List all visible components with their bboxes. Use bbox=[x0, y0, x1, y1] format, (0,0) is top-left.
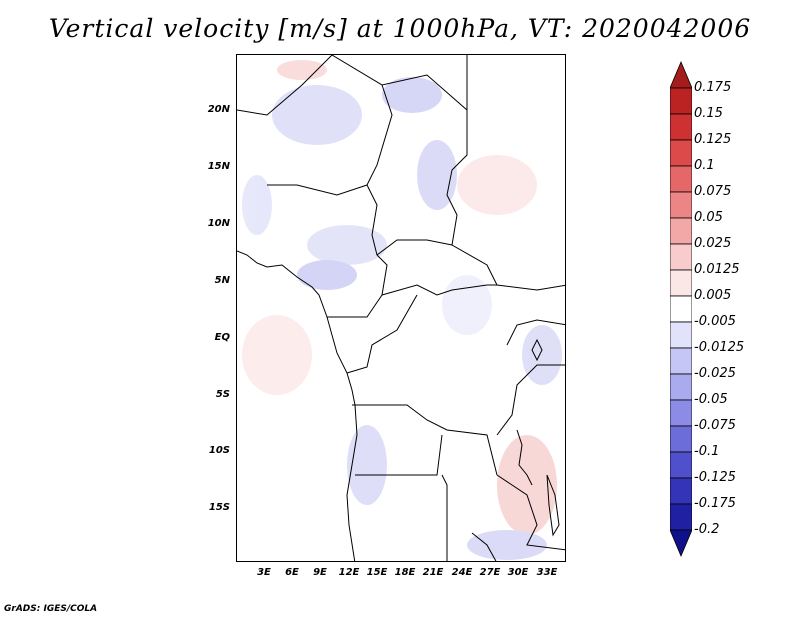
colorbar-label: 0.075 bbox=[694, 184, 732, 199]
colorbar-label: -0.0125 bbox=[694, 340, 745, 355]
map-panel bbox=[236, 54, 566, 562]
colorbar-segment bbox=[670, 503, 692, 531]
lon-label-6e: 6E bbox=[285, 567, 299, 578]
lat-label-15n: 15N bbox=[207, 161, 230, 172]
field-blob bbox=[242, 315, 312, 395]
colorbar-segment bbox=[670, 373, 692, 401]
lat-label-10s: 10S bbox=[208, 445, 230, 456]
field-blob bbox=[467, 530, 547, 560]
border-line bbox=[381, 284, 497, 296]
colorbar-label: 0.125 bbox=[694, 132, 732, 147]
colorbar bbox=[670, 60, 692, 558]
lat-label-20n: 20N bbox=[207, 104, 230, 115]
colorbar-segment bbox=[670, 269, 692, 297]
border-line bbox=[506, 319, 565, 346]
colorbar-segment bbox=[670, 113, 692, 141]
colorbar-label: -0.005 bbox=[694, 314, 736, 329]
border-line bbox=[331, 55, 468, 112]
field-blob bbox=[272, 85, 362, 145]
border-line bbox=[237, 55, 333, 116]
field-blob bbox=[442, 275, 492, 335]
border-line bbox=[346, 294, 418, 374]
colorbar-segment bbox=[670, 191, 692, 219]
lake-line bbox=[531, 338, 543, 362]
lon-label-9e: 9E bbox=[313, 567, 327, 578]
colorbar-segment bbox=[670, 243, 692, 271]
border-line bbox=[355, 434, 443, 476]
colorbar-top-triangle bbox=[670, 60, 692, 89]
lat-label-5n: 5N bbox=[214, 275, 230, 286]
lat-label-5s: 5S bbox=[215, 389, 230, 400]
coastline-west bbox=[237, 250, 358, 561]
lat-label-15s: 15S bbox=[208, 502, 230, 513]
lon-label-24e: 24E bbox=[451, 567, 473, 578]
lon-label-30e: 30E bbox=[507, 567, 529, 578]
field-blob bbox=[242, 175, 272, 235]
colorbar-segment bbox=[670, 87, 692, 115]
colorbar-segment bbox=[670, 451, 692, 479]
colorbar-label: 0.1 bbox=[694, 158, 715, 173]
map-svg bbox=[237, 55, 565, 561]
colorbar-label: -0.125 bbox=[694, 470, 736, 485]
map-borders bbox=[237, 55, 565, 561]
lon-label-3e: 3E bbox=[257, 567, 271, 578]
colorbar-segment bbox=[670, 139, 692, 167]
border-line bbox=[441, 474, 448, 561]
field-blob bbox=[497, 435, 557, 535]
border-line bbox=[267, 184, 368, 196]
lon-label-33e: 33E bbox=[536, 567, 558, 578]
colorbar-label: -0.175 bbox=[694, 496, 736, 511]
colorbar-segment bbox=[670, 425, 692, 453]
border-line bbox=[496, 474, 565, 551]
field-blob bbox=[297, 260, 357, 290]
lon-label-12e: 12E bbox=[338, 567, 360, 578]
field-blob bbox=[382, 77, 442, 113]
colorbar-label: -0.075 bbox=[694, 418, 736, 433]
lon-label-21e: 21E bbox=[422, 567, 444, 578]
colorbar-label: 0.175 bbox=[694, 80, 732, 95]
colorbar-segment bbox=[670, 321, 692, 349]
chart-title: Vertical velocity [m/s] at 1000hPa, VT: … bbox=[48, 14, 752, 43]
field-blob bbox=[307, 225, 387, 265]
border-line bbox=[471, 532, 497, 561]
field-blob bbox=[457, 155, 537, 215]
colorbar-label: 0.0125 bbox=[694, 262, 740, 277]
lon-label-18e: 18E bbox=[394, 567, 416, 578]
lake-line bbox=[546, 474, 560, 537]
field-blob bbox=[277, 60, 327, 80]
colorbar-label: -0.2 bbox=[694, 522, 720, 537]
colorbar-label: -0.025 bbox=[694, 366, 736, 381]
colorbar-bottom-triangle bbox=[670, 529, 692, 558]
colorbar-segment bbox=[670, 217, 692, 245]
field-blob bbox=[347, 425, 387, 505]
lat-label-eq: EQ bbox=[214, 332, 230, 343]
velocity-field bbox=[242, 60, 562, 560]
border-line bbox=[376, 239, 453, 256]
colorbar-segment bbox=[670, 477, 692, 505]
colorbar-label: 0.025 bbox=[694, 236, 732, 251]
field-blob bbox=[522, 325, 562, 385]
border-line bbox=[496, 364, 565, 436]
colorbar-label: 0.15 bbox=[694, 106, 723, 121]
colorbar-segment bbox=[670, 347, 692, 375]
border-line bbox=[352, 404, 498, 476]
colorbar-label: -0.1 bbox=[694, 444, 720, 459]
colorbar-label: -0.05 bbox=[694, 392, 728, 407]
colorbar-segment bbox=[670, 165, 692, 193]
lon-label-15e: 15E bbox=[366, 567, 388, 578]
grads-credit: GrADS: IGES/COLA bbox=[4, 604, 98, 614]
lon-label-27e: 27E bbox=[479, 567, 501, 578]
lat-label-10n: 10N bbox=[207, 218, 230, 229]
colorbar-segment bbox=[670, 295, 692, 323]
border-line bbox=[446, 110, 565, 291]
colorbar-label: 0.05 bbox=[694, 210, 723, 225]
colorbar-segment bbox=[670, 399, 692, 427]
lake-line bbox=[516, 429, 533, 486]
colorbar-label: 0.005 bbox=[694, 288, 732, 303]
